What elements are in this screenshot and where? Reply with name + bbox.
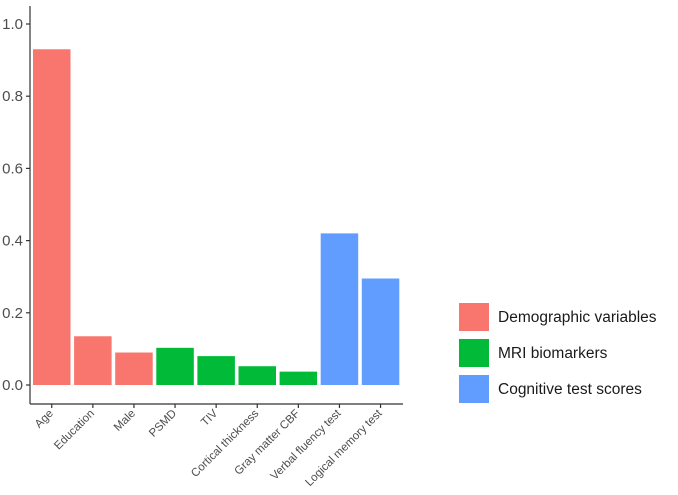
bar-age (33, 49, 71, 386)
bar-education (74, 336, 112, 385)
y-tick-label: 0.2 (2, 305, 23, 322)
bar-male (115, 352, 153, 385)
bar-gray-matter-cbf (279, 371, 318, 385)
legend-label: MRI biomarkers (498, 345, 608, 362)
bar-tiv (197, 356, 235, 385)
legend-key-demographic-variables (459, 303, 489, 331)
y-tick-label: 0.0 (2, 377, 23, 394)
y-tick-label: 0.4 (2, 233, 23, 250)
bar-verbal-fluency-test (320, 233, 359, 385)
x-tick-label: Verbal fluency test (269, 407, 345, 483)
bars-group (33, 49, 400, 386)
bar-cortical-thickness (238, 366, 276, 385)
y-tick-label: 0.6 (2, 160, 23, 177)
bar-logical-memory-test (361, 278, 400, 385)
x-tick-label: Male (112, 408, 138, 434)
legend-label: Demographic variables (498, 309, 657, 326)
legend-label: Cognitive test scores (498, 381, 642, 398)
x-tick-label: Logical memory test (303, 407, 385, 489)
legend-key-mri-biomarkers (459, 339, 489, 367)
x-tick-label: TIV (199, 407, 220, 428)
y-tick-label: 0.8 (2, 88, 23, 105)
x-tick-label: PSMD (147, 408, 179, 440)
x-tick-label: Age (33, 408, 56, 431)
bar-psmd (156, 347, 194, 385)
y-tick-label: 1.0 (2, 16, 23, 33)
y-axis: 0.0 0.2 0.4 0.6 0.8 1.0 (2, 6, 31, 404)
legend: Demographic variables MRI biomarkers Cogni… (459, 303, 657, 403)
x-tick-label: Education (52, 408, 97, 453)
legend-key-cognitive-test-scores (459, 375, 489, 403)
